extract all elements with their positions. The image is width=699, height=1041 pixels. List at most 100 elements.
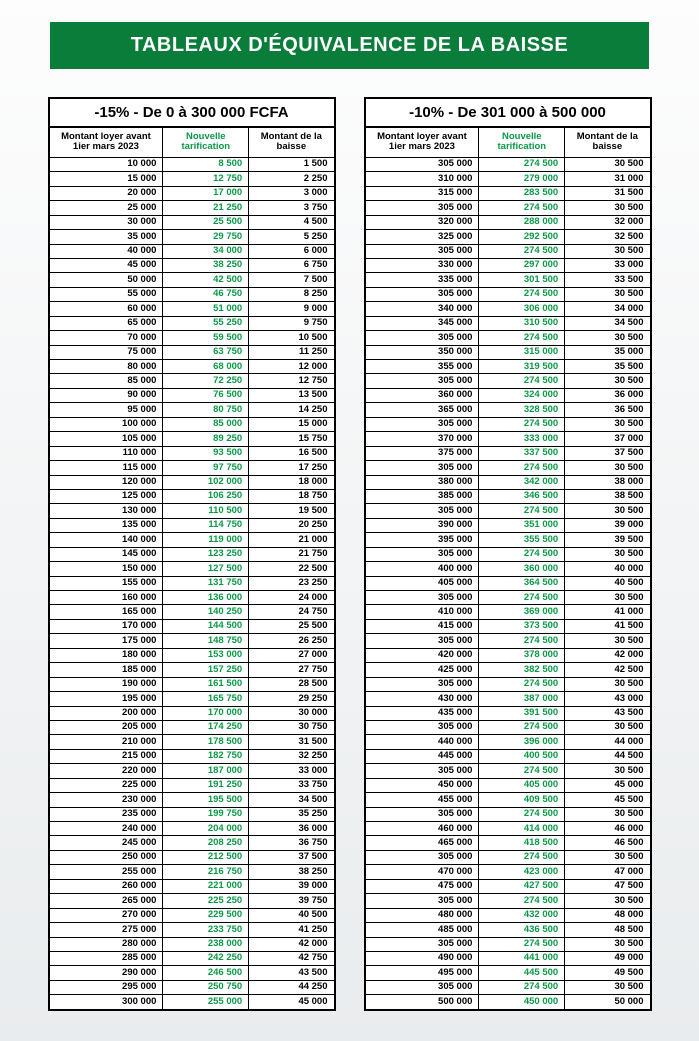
cell-new-tarif: 68 000 [163, 360, 249, 374]
table-row: 265 000225 25039 750 [49, 894, 335, 908]
table-row: 315 000283 50031 500 [365, 186, 651, 200]
table-row: 485 000436 50048 500 [365, 923, 651, 937]
cell-reduction: 42 500 [565, 663, 651, 677]
cell-reduction: 20 250 [249, 518, 335, 532]
cell-before: 185 000 [49, 663, 163, 677]
cell-reduction: 32 000 [565, 215, 651, 229]
cell-new-tarif: 153 000 [163, 648, 249, 662]
cell-new-tarif: 288 000 [479, 215, 565, 229]
table-row: 390 000351 00039 000 [365, 518, 651, 532]
cell-reduction: 4 500 [249, 215, 335, 229]
cell-before: 80 000 [49, 360, 163, 374]
cell-new-tarif: 283 500 [479, 186, 565, 200]
cell-before: 60 000 [49, 302, 163, 316]
cell-before: 395 000 [365, 533, 479, 547]
cell-before: 485 000 [365, 923, 479, 937]
table-row: 305 000274 50030 500 [365, 894, 651, 908]
table-row: 305 000274 50030 500 [365, 677, 651, 691]
table-row: 490 000441 00049 000 [365, 951, 651, 965]
cell-new-tarif: 328 500 [479, 403, 565, 417]
table-header-row: Montant loyer avant 1ier mars 2023 Nouve… [365, 127, 651, 157]
cell-reduction: 32 500 [565, 230, 651, 244]
cell-before: 325 000 [365, 230, 479, 244]
cell-before: 305 000 [365, 157, 479, 171]
cell-reduction: 16 500 [249, 446, 335, 460]
cell-new-tarif: 274 500 [479, 894, 565, 908]
cell-new-tarif: 292 500 [479, 230, 565, 244]
cell-before: 305 000 [365, 374, 479, 388]
cell-new-tarif: 187 000 [163, 764, 249, 778]
tables-row: -15% - De 0 à 300 000 FCFA Montant loyer… [0, 79, 699, 1011]
cell-before: 170 000 [49, 619, 163, 633]
cell-reduction: 39 500 [565, 533, 651, 547]
cell-before: 25 000 [49, 201, 163, 215]
cell-reduction: 30 500 [565, 677, 651, 691]
cell-reduction: 11 250 [249, 345, 335, 359]
cell-before: 490 000 [365, 951, 479, 965]
table-row: 305 000274 50030 500 [365, 937, 651, 951]
col-header: Montant loyer avant 1ier mars 2023 [49, 127, 163, 157]
table-row: 130 000110 50019 500 [49, 504, 335, 518]
cell-reduction: 45 000 [565, 778, 651, 792]
cell-reduction: 30 000 [249, 706, 335, 720]
table-row: 320 000288 00032 000 [365, 215, 651, 229]
cell-reduction: 30 500 [565, 937, 651, 951]
cell-before: 225 000 [49, 778, 163, 792]
cell-reduction: 30 500 [565, 244, 651, 258]
table-row: 385 000346 50038 500 [365, 489, 651, 503]
banner-wrap: TABLEAUX D'ÉQUIVALENCE DE LA BAISSE [0, 0, 699, 79]
cell-new-tarif: 21 250 [163, 201, 249, 215]
cell-reduction: 15 750 [249, 432, 335, 446]
cell-new-tarif: 161 500 [163, 677, 249, 691]
table-row: 65 00055 2509 750 [49, 316, 335, 330]
cell-reduction: 44 000 [565, 735, 651, 749]
col-header: Montant loyer avant 1ier mars 2023 [365, 127, 479, 157]
cell-reduction: 10 500 [249, 331, 335, 345]
cell-before: 95 000 [49, 403, 163, 417]
cell-new-tarif: 195 500 [163, 793, 249, 807]
cell-new-tarif: 324 000 [479, 388, 565, 402]
cell-reduction: 49 500 [565, 966, 651, 980]
cell-new-tarif: 102 000 [163, 475, 249, 489]
cell-new-tarif: 76 500 [163, 388, 249, 402]
cell-before: 15 000 [49, 172, 163, 186]
cell-before: 320 000 [365, 215, 479, 229]
table-row: 500 000450 00050 000 [365, 995, 651, 1010]
cell-new-tarif: 38 250 [163, 258, 249, 272]
cell-new-tarif: 42 500 [163, 273, 249, 287]
cell-new-tarif: 29 750 [163, 230, 249, 244]
cell-reduction: 34 500 [565, 316, 651, 330]
cell-new-tarif: 114 750 [163, 518, 249, 532]
cell-reduction: 6 000 [249, 244, 335, 258]
cell-new-tarif: 229 500 [163, 908, 249, 922]
cell-before: 245 000 [49, 836, 163, 850]
cell-new-tarif: 274 500 [479, 720, 565, 734]
cell-new-tarif: 80 750 [163, 403, 249, 417]
cell-new-tarif: 436 500 [479, 923, 565, 937]
cell-new-tarif: 246 500 [163, 966, 249, 980]
table-row: 50 00042 5007 500 [49, 273, 335, 287]
cell-reduction: 12 750 [249, 374, 335, 388]
cell-new-tarif: 274 500 [479, 980, 565, 994]
cell-reduction: 30 500 [565, 417, 651, 431]
cell-reduction: 33 500 [565, 273, 651, 287]
cell-before: 310 000 [365, 172, 479, 186]
cell-reduction: 32 250 [249, 749, 335, 763]
cell-reduction: 39 000 [249, 879, 335, 893]
table-row: 305 000274 50030 500 [365, 980, 651, 994]
cell-before: 315 000 [365, 186, 479, 200]
cell-new-tarif: 59 500 [163, 331, 249, 345]
cell-new-tarif: 127 500 [163, 562, 249, 576]
table-row: 345 000310 50034 500 [365, 316, 651, 330]
cell-new-tarif: 182 750 [163, 749, 249, 763]
cell-before: 35 000 [49, 230, 163, 244]
cell-new-tarif: 279 000 [479, 172, 565, 186]
cell-new-tarif: 97 750 [163, 461, 249, 475]
cell-before: 230 000 [49, 793, 163, 807]
cell-new-tarif: 409 500 [479, 793, 565, 807]
cell-before: 470 000 [365, 865, 479, 879]
cell-new-tarif: 63 750 [163, 345, 249, 359]
cell-reduction: 42 000 [565, 648, 651, 662]
cell-before: 265 000 [49, 894, 163, 908]
table-row: 410 000369 00041 000 [365, 605, 651, 619]
